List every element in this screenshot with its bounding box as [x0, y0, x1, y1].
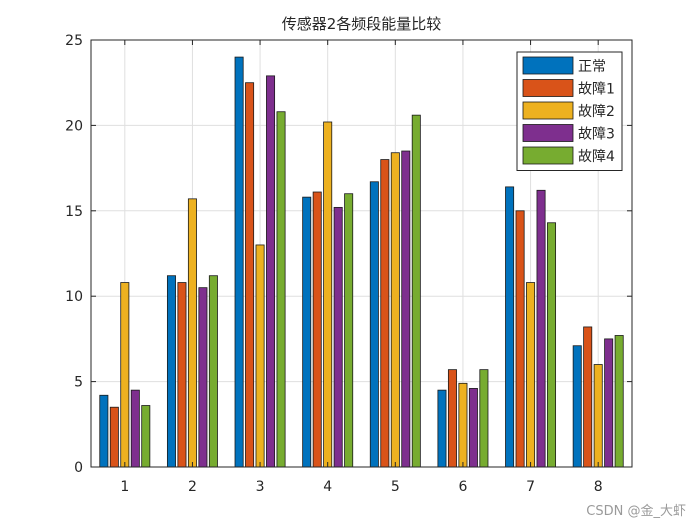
watermark: CSDN @金_大虾	[586, 504, 686, 519]
bar	[187, 198, 197, 468]
x-tick-label: 8	[594, 479, 603, 495]
x-tick-label: 4	[323, 479, 332, 495]
bars	[99, 56, 624, 468]
bar	[547, 222, 557, 468]
bar	[302, 196, 312, 468]
bar	[447, 369, 457, 468]
legend-swatch	[522, 56, 574, 75]
bar	[323, 121, 333, 468]
bar	[411, 114, 421, 468]
bar	[177, 282, 187, 468]
x-tick-label: 2	[188, 479, 197, 495]
bar	[266, 75, 276, 468]
y-tick-label: 10	[65, 289, 83, 305]
bar	[245, 82, 255, 468]
bar	[526, 282, 536, 468]
bar	[166, 275, 176, 468]
bar	[505, 186, 515, 468]
bar	[130, 389, 140, 468]
y-tick-label: 20	[65, 118, 83, 134]
bar	[583, 326, 593, 468]
bar	[380, 159, 390, 468]
bar	[401, 150, 411, 468]
bar	[604, 338, 614, 468]
x-tick-label: 1	[120, 479, 129, 495]
bar	[198, 287, 208, 468]
bar	[572, 345, 582, 468]
y-tick-label: 15	[65, 204, 83, 220]
bar	[369, 181, 379, 468]
legend-label: 正常	[578, 59, 606, 75]
bar	[120, 282, 130, 468]
bar	[614, 335, 624, 468]
bar	[109, 406, 119, 468]
bar	[141, 405, 151, 468]
bar	[255, 244, 265, 468]
legend-swatch	[522, 146, 574, 165]
y-tick-label: 5	[74, 375, 83, 391]
legend-swatch	[522, 101, 574, 120]
x-tick-label: 5	[391, 479, 400, 495]
bar	[468, 388, 478, 468]
legend-label: 故障3	[578, 127, 615, 143]
bar	[458, 382, 468, 468]
plot-frame	[90, 39, 633, 468]
y-tick-label: 25	[65, 33, 83, 49]
bar	[437, 389, 447, 468]
x-tick-label: 3	[256, 479, 265, 495]
bar	[276, 111, 286, 468]
bar	[312, 191, 322, 468]
legend-label: 故障2	[578, 104, 615, 120]
legend-swatch	[522, 124, 574, 142]
bar	[234, 56, 244, 468]
legend-swatch	[522, 79, 574, 97]
bar	[344, 193, 354, 468]
legend-label: 故障4	[578, 149, 615, 165]
bar	[515, 210, 525, 468]
x-tick-label: 7	[526, 479, 535, 495]
axis-ticks: 0 5 10 15 20 25 1 2 3 4 5 6 7 8	[65, 33, 632, 495]
bar	[390, 152, 400, 468]
bar	[479, 369, 489, 468]
y-tick-label: 0	[74, 460, 83, 476]
bar	[208, 275, 218, 468]
bar	[536, 189, 546, 468]
bar	[593, 364, 603, 468]
legend-label: 故障1	[578, 82, 615, 98]
chart-title: 传感器2各频段能量比较	[282, 15, 442, 33]
bar	[333, 206, 343, 468]
bar	[99, 394, 109, 468]
x-tick-label: 6	[458, 479, 467, 495]
